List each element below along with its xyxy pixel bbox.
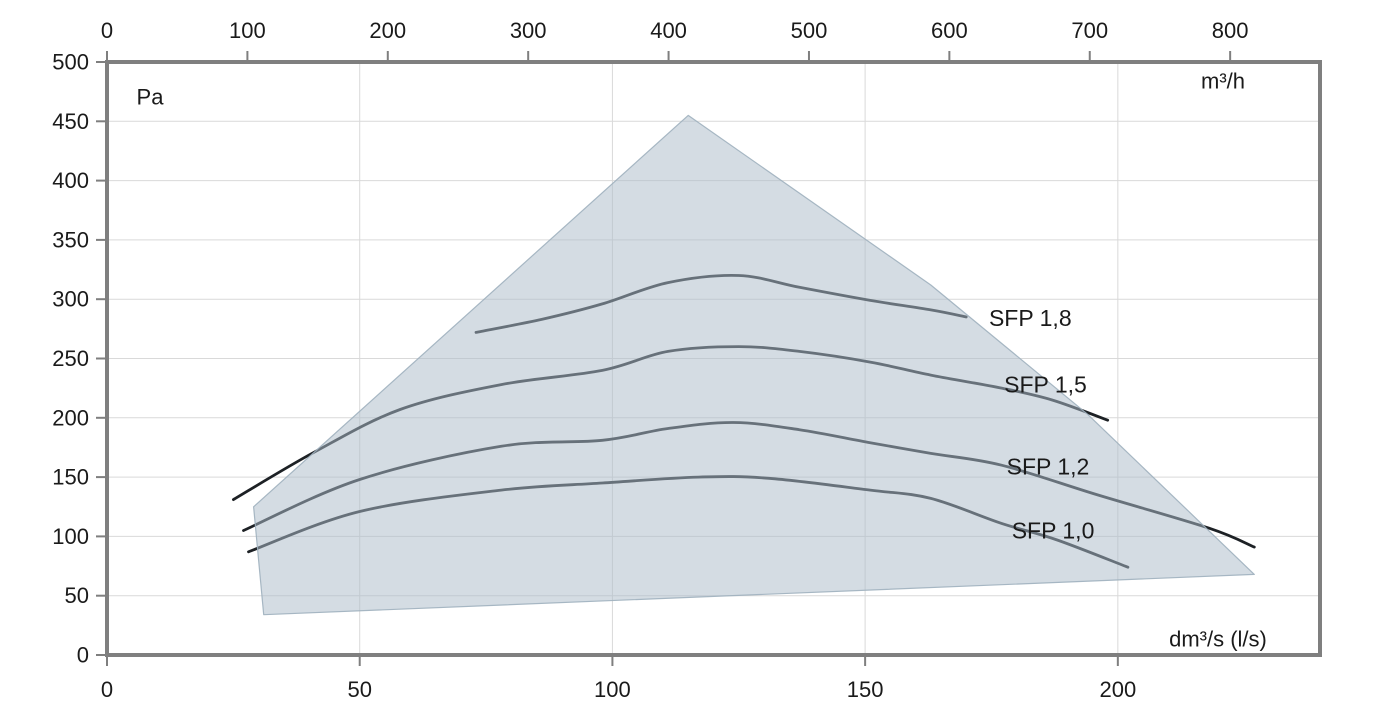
y-axis-tick-label: 300 [52, 287, 89, 312]
y-axis-tick-label: 150 [52, 465, 89, 490]
label-sfp-1-0: SFP 1,0 [1012, 517, 1095, 543]
label-sfp-1-8: SFP 1,8 [989, 305, 1072, 331]
y-axis-tick-label: 500 [52, 50, 89, 75]
top-axis-tick-label: 400 [650, 18, 687, 43]
top-axis-tick-label: 700 [1071, 18, 1108, 43]
top-axis-tick-label: 800 [1212, 18, 1249, 43]
top-axis-tick-label: 0 [101, 18, 113, 43]
y-axis-unit-label: Pa [137, 85, 165, 110]
top-axis-unit-label: m³/h [1201, 69, 1245, 94]
y-axis-tick-label: 50 [65, 583, 89, 608]
y-axis-tick-label: 250 [52, 346, 89, 371]
label-sfp-1-5: SFP 1,5 [1004, 372, 1087, 398]
y-axis-tick-label: 400 [52, 168, 89, 193]
y-axis-tick-label: 100 [52, 524, 89, 549]
y-axis-tick-label: 450 [52, 109, 89, 134]
bottom-axis-tick-label: 100 [594, 677, 631, 702]
top-axis-tick-label: 100 [229, 18, 266, 43]
top-axis-tick-label: 500 [791, 18, 828, 43]
operating-envelope [253, 114, 1255, 616]
bottom-axis-tick-label: 200 [1099, 677, 1136, 702]
y-axis-tick-label: 350 [52, 227, 89, 252]
plot-frame [105, 60, 1322, 657]
top-axis-tick-label: 200 [369, 18, 406, 43]
bottom-axis-tick-label: 0 [101, 677, 113, 702]
bottom-axis-tick-label: 150 [847, 677, 884, 702]
label-sfp-1-2: SFP 1,2 [1007, 453, 1090, 479]
top-axis-tick-label: 300 [510, 18, 547, 43]
y-axis-tick-label: 0 [77, 643, 89, 668]
y-axis-tick-label: 200 [52, 405, 89, 430]
top-axis-tick-label: 600 [931, 18, 968, 43]
bottom-axis-tick-label: 50 [347, 677, 371, 702]
bottom-axis-unit-label: dm³/s (l/s) [1169, 627, 1267, 652]
